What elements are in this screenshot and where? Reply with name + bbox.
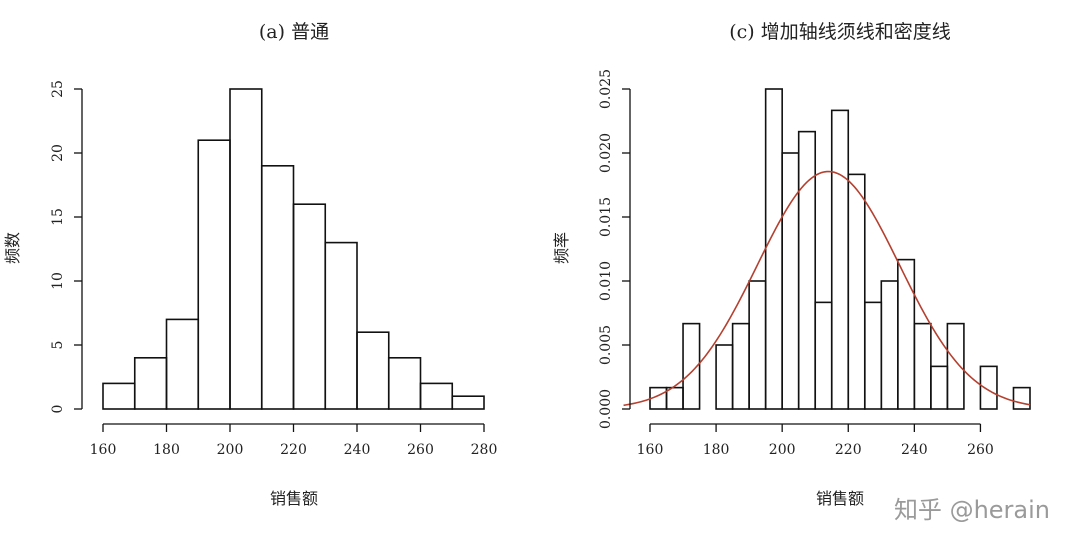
chartA-y-tick-label: 25 [50,80,66,98]
chartA-bar-4 [229,88,263,410]
chartA-x-tick-label: 240 [344,442,371,458]
chartA-bar-10 [419,382,454,410]
chartC-bar-1 [665,386,684,410]
chartA-bar-11 [451,395,485,410]
chartC-bar-20 [979,365,998,410]
chartC-x-tick-label: 200 [769,442,796,458]
chartA-y-tick-label: 20 [50,144,66,162]
chart-a-y-label: 频数 [3,232,22,264]
chartC-bar-9 [797,130,817,410]
chartA-y-tick-label: 0 [50,405,66,414]
chartA-x-tick-label: 180 [153,442,180,458]
histogram-sales-frequency: (a) 普通 160 180 200 220 240 260 280 0510152025 … [3,21,497,508]
chartA-y-tick-label: 10 [50,272,66,290]
chartA-bar-2 [165,318,200,410]
chartC-bar-2 [682,322,701,410]
chartC-bar-18 [946,322,965,410]
chartC-bar-8 [781,152,800,410]
chart-a-x-axis: 160 180 200 220 240 260 280 [90,423,498,458]
chartC-bar-5 [731,322,750,410]
chartA-bar-6 [292,203,327,410]
watermark-text: 知乎 @herain [894,496,1050,524]
chartC-y-tick-label: 0.020 [598,133,614,173]
chartA-x-tick-label: 280 [471,442,498,458]
chart-a-x-label: 销售额 [270,489,318,508]
chart-c-density-curve [623,170,1031,407]
chartC-bar-4 [715,344,734,410]
chartA-bar-8 [356,331,390,410]
chartC-bar-16 [913,322,932,410]
chartC-bar-15 [897,258,916,410]
chartC-bar-12 [847,173,866,410]
chart-c-x-axis: 160 180 200 220 240 260 [637,423,994,458]
chartC-y-tick-label: 0.010 [598,261,614,301]
chartA-bar-9 [387,356,422,410]
chart-a-bars [102,88,485,410]
chartC-bar-13 [863,301,883,410]
chartA-x-tick-label: 200 [217,442,244,458]
chartC-y-tick-label: 0.000 [598,389,614,429]
chart-c-x-label: 销售额 [816,489,864,508]
chartA-bar-3 [197,139,231,410]
chartC-x-tick-label: 220 [835,442,862,458]
chartC-x-tick-label: 240 [901,442,928,458]
chartA-bar-0 [102,382,136,410]
chartA-y-tick-label: 15 [50,208,66,226]
chartA-x-tick-label: 220 [280,442,307,458]
chartC-bar-17 [930,365,949,410]
chartC-y-tick-label: 0.015 [598,197,614,237]
histogram-sales-density: (c) 增加轴线须线和密度线 160 180 200 220 240 260 0.0000… [552,21,1031,508]
chart-a-title: (a) 普通 [259,21,329,43]
chartC-bar-22 [1012,386,1031,410]
chartA-x-tick-label: 260 [407,442,434,458]
chartC-y-tick-label: 0.025 [598,69,614,109]
chartA-y-tick-label: 5 [50,341,66,350]
chartC-x-tick-label: 260 [967,442,994,458]
chartC-bar-10 [814,301,833,410]
chartA-x-tick-label: 160 [90,442,117,458]
chart-c-title: (c) 增加轴线须线和密度线 [729,21,951,43]
chartA-bar-1 [133,356,168,410]
chartC-x-tick-label: 160 [637,442,664,458]
chart-c-y-axis: 0.000 0.005 0.010 0.015 0.020 0.025 [598,69,631,429]
chartA-bar-5 [260,165,295,410]
chartA-bar-7 [324,241,358,410]
chartC-bar-6 [748,280,767,410]
chart-a-y-axis: 0 5 10 15 20 25 [50,80,83,414]
chartC-bar-7 [764,88,783,410]
chartC-x-tick-label: 180 [703,442,730,458]
chartC-bar-14 [880,280,899,410]
chart-c-y-label: 频率 [552,232,571,264]
chart-c-bars [649,88,1031,410]
chartC-bar-11 [830,109,850,410]
chartC-y-tick-label: 0.005 [598,325,614,365]
